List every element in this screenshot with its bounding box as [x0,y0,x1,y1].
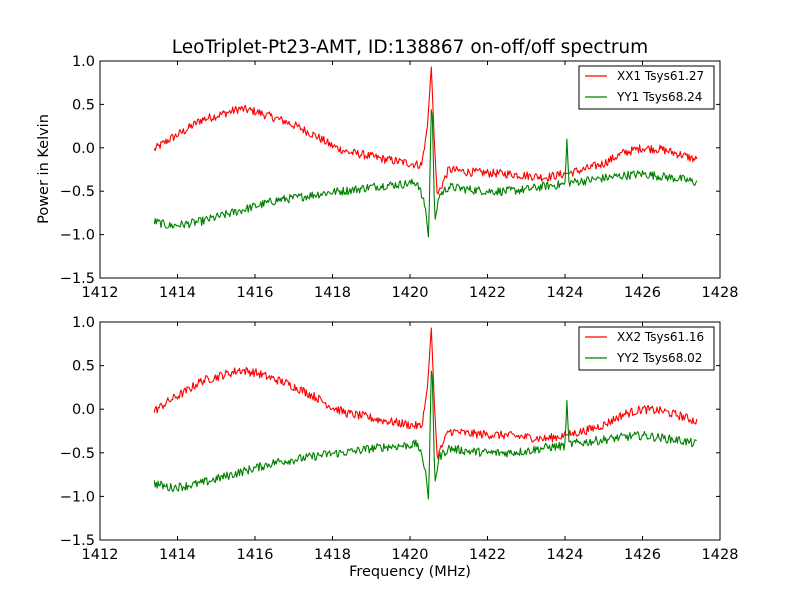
x-tick-label: 1412 [82,285,119,301]
y-tick-label: 0.0 [72,402,95,418]
x-tick-label: 1418 [314,547,351,563]
x-tick-label: 1416 [237,285,274,301]
x-tick-label: 1422 [469,285,506,301]
x-tick-label: 1412 [82,547,119,563]
x-tick-label: 1418 [314,285,351,301]
x-axis-label: Frequency (MHz) [349,564,471,580]
plot-area [153,327,698,500]
y-tick-label: −1.5 [60,271,95,287]
y-tick-label: 1.0 [72,54,95,70]
legend-label: YY1 Tsys68.24 [616,90,702,104]
legend-label: YY2 Tsys68.02 [616,351,702,365]
plot-area [153,66,698,238]
y-tick-label: 0.0 [72,141,95,157]
legend-label: XX2 Tsys61.16 [617,330,704,344]
series-line-green [153,370,697,500]
x-tick-label: 1424 [547,547,584,563]
x-tick-label: 1428 [702,547,739,563]
x-tick-label: 1426 [624,285,661,301]
x-tick-label: 1428 [702,285,739,301]
x-tick-label: 1420 [392,285,429,301]
legend-box [578,326,715,371]
x-tick-label: 1414 [159,285,196,301]
top-subplot: 1412 1414 1416 1418 1420 1422 1424 1426 1428 1.0 0… [60,54,739,301]
legend-label: XX1 Tsys61.27 [617,69,704,83]
y-tick-label: 0.5 [72,97,95,113]
x-tick-label: 1426 [624,547,661,563]
series-line-green [153,109,698,238]
x-tick-label: 1420 [392,547,429,563]
y-tick-label: 0.5 [72,359,95,375]
x-tick-label: 1422 [469,547,506,563]
y-tick-label: −0.5 [60,184,95,200]
x-tick-label: 1414 [159,547,196,563]
y-tick-label: −1.5 [60,533,95,549]
y-tick-label: −1.0 [60,228,95,244]
chart-title: LeoTriplet-Pt23-AMT, ID:138867 on-off/of… [172,37,648,58]
series-line-red [153,327,698,460]
y-tick-label: −1.0 [60,489,95,505]
y-axis-label: Power in Kelvin [36,114,52,224]
series-line-red [153,66,698,195]
x-tick-label: 1424 [547,285,584,301]
legend: XX1 Tsys61.27 YY1 Tsys68.24 [578,65,715,110]
x-tick-label: 1416 [237,547,274,563]
y-tick-label: −0.5 [60,446,95,462]
legend: XX2 Tsys61.16 YY2 Tsys68.02 [578,326,715,371]
legend-box [578,65,715,110]
bottom-subplot: 1412 1414 1416 1418 1420 1422 1424 1426 1428 1.0 0… [60,315,739,563]
y-tick-label: 1.0 [72,315,95,331]
